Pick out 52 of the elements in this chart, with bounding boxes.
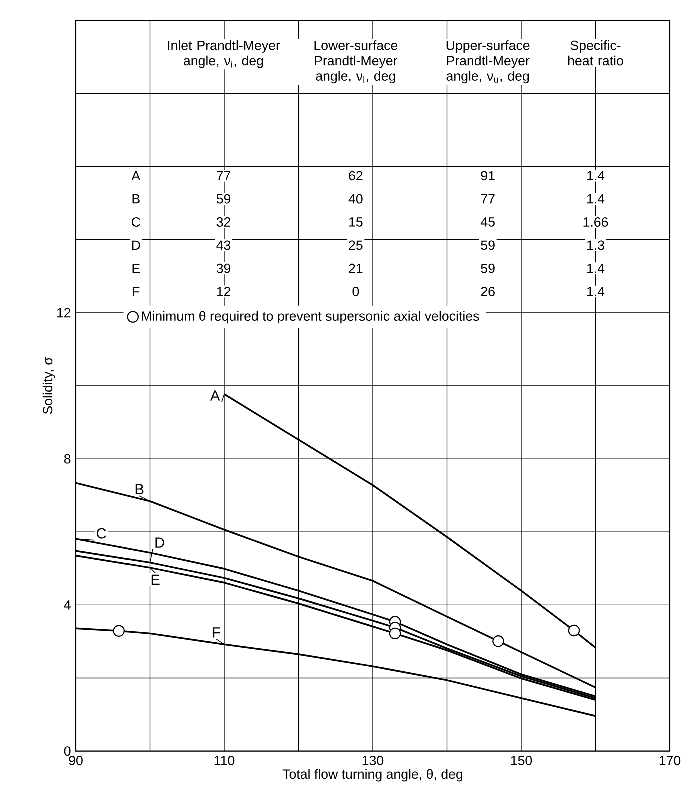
- annotation: 1.4: [588, 171, 605, 181]
- series-label: B: [136, 484, 144, 495]
- y-tick-label: 12: [57, 308, 71, 318]
- annotation: Lower-surface Prandtl-Meyer angle, ν$_{l}$, deg: [314, 40, 398, 84]
- annotation: E: [132, 264, 140, 274]
- x-tick-label: 90: [69, 756, 83, 766]
- x-tick-label: 130: [362, 756, 384, 766]
- annotation: 12: [217, 287, 231, 296]
- annotation: 77: [481, 194, 495, 204]
- annotation: 77: [217, 171, 231, 181]
- annotation: 15: [350, 218, 363, 227]
- x-axis-title: Total flow turning angle, θ, deg: [282, 769, 463, 782]
- annotation: 21: [349, 264, 363, 274]
- y-axis-title: Solidity, σ: [42, 357, 56, 414]
- annotation: 1.4: [588, 264, 605, 274]
- annotation: Inlet Prandtl-Meyer angle, ν$_{i}$, deg: [168, 40, 280, 68]
- annotation: 91: [481, 171, 495, 181]
- annotation: 26: [481, 287, 495, 296]
- y-tick-label: 0: [64, 746, 71, 756]
- annotation: D: [132, 240, 140, 250]
- annotation: 0: [352, 287, 360, 296]
- x-tick-label: 170: [660, 756, 681, 766]
- series-label: D: [156, 538, 164, 548]
- y-tick-label: 4: [64, 600, 71, 610]
- annotation: 32: [216, 218, 231, 227]
- annotation: 1.4: [588, 194, 605, 204]
- legend-label: E: [152, 574, 160, 585]
- annotation: C: [132, 218, 140, 227]
- y-tick-label: 8: [64, 454, 71, 464]
- series-label: A: [210, 390, 220, 401]
- annotation: 1.4: [588, 287, 605, 296]
- annotation: 1.3: [588, 240, 604, 250]
- x-tick-label: 150: [511, 756, 532, 766]
- annotation: 25: [349, 240, 363, 250]
- annotation: 40: [348, 194, 363, 204]
- annotation: 59: [481, 264, 495, 274]
- annotation: Upper-surface Prandtl-Meyer angle, ν$_{u}$, deg: [446, 40, 530, 84]
- annotation: F: [133, 287, 140, 296]
- annotation: B: [132, 194, 140, 204]
- annotation: A: [132, 171, 141, 181]
- legend-label: C: [97, 528, 106, 539]
- annotation: 59: [216, 194, 231, 204]
- annotation: Specific-heat ratio: [568, 40, 624, 66]
- annotation: 39: [216, 264, 231, 274]
- annotation: 1.66: [584, 218, 608, 227]
- annotation: 45: [480, 218, 495, 227]
- series-label: F: [213, 628, 220, 638]
- x-tick-label: 110: [214, 756, 235, 766]
- annotation: 62: [349, 171, 363, 181]
- annotation: 43: [216, 240, 231, 250]
- legend-label: Minimum θ required to prevent supersonic axial velocities: [142, 311, 480, 324]
- annotation: 59: [481, 240, 495, 250]
